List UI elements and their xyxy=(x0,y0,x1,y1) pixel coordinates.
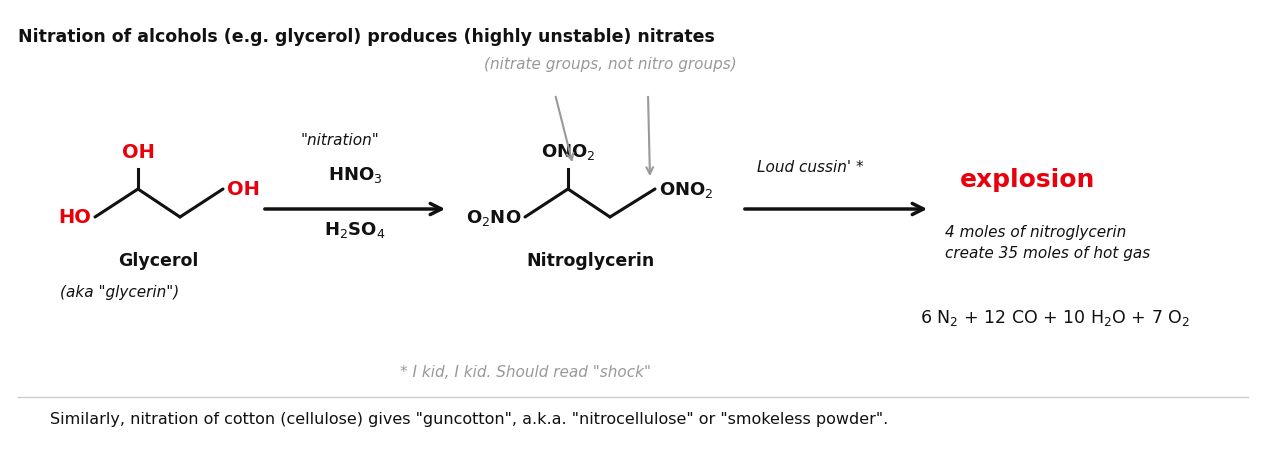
Text: ONO$_2$: ONO$_2$ xyxy=(660,179,714,200)
Text: O$_2$NO: O$_2$NO xyxy=(466,207,522,228)
Text: 4 moles of nitroglycerin
create 35 moles of hot gas: 4 moles of nitroglycerin create 35 moles… xyxy=(944,224,1151,260)
Text: Nitration of alcohols (e.g. glycerol) produces (highly unstable) nitrates: Nitration of alcohols (e.g. glycerol) pr… xyxy=(18,28,715,46)
Text: OH: OH xyxy=(122,143,154,162)
Text: (aka "glycerin"): (aka "glycerin") xyxy=(60,285,180,299)
Text: Nitroglycerin: Nitroglycerin xyxy=(525,252,655,269)
Text: ONO$_2$: ONO$_2$ xyxy=(541,142,595,162)
Text: OH: OH xyxy=(227,180,260,199)
Text: 6 N$_2$ + 12 CO + 10 H$_2$O + 7 O$_2$: 6 N$_2$ + 12 CO + 10 H$_2$O + 7 O$_2$ xyxy=(920,308,1190,327)
Text: explosion: explosion xyxy=(960,168,1095,191)
Text: H$_2$SO$_4$: H$_2$SO$_4$ xyxy=(324,219,386,240)
Text: HNO$_3$: HNO$_3$ xyxy=(328,165,382,185)
Text: (nitrate groups, not nitro groups): (nitrate groups, not nitro groups) xyxy=(484,57,737,72)
Text: * I kid, I kid. Should read "shock": * I kid, I kid. Should read "shock" xyxy=(400,364,651,379)
Text: HO: HO xyxy=(58,208,91,227)
Text: Glycerol: Glycerol xyxy=(118,252,199,269)
Text: Loud cussin' *: Loud cussin' * xyxy=(757,160,863,174)
Text: Similarly, nitration of cotton (cellulose) gives "guncotton", a.k.a. "nitrocellu: Similarly, nitration of cotton (cellulos… xyxy=(49,411,889,426)
Text: "nitration": "nitration" xyxy=(300,133,380,148)
